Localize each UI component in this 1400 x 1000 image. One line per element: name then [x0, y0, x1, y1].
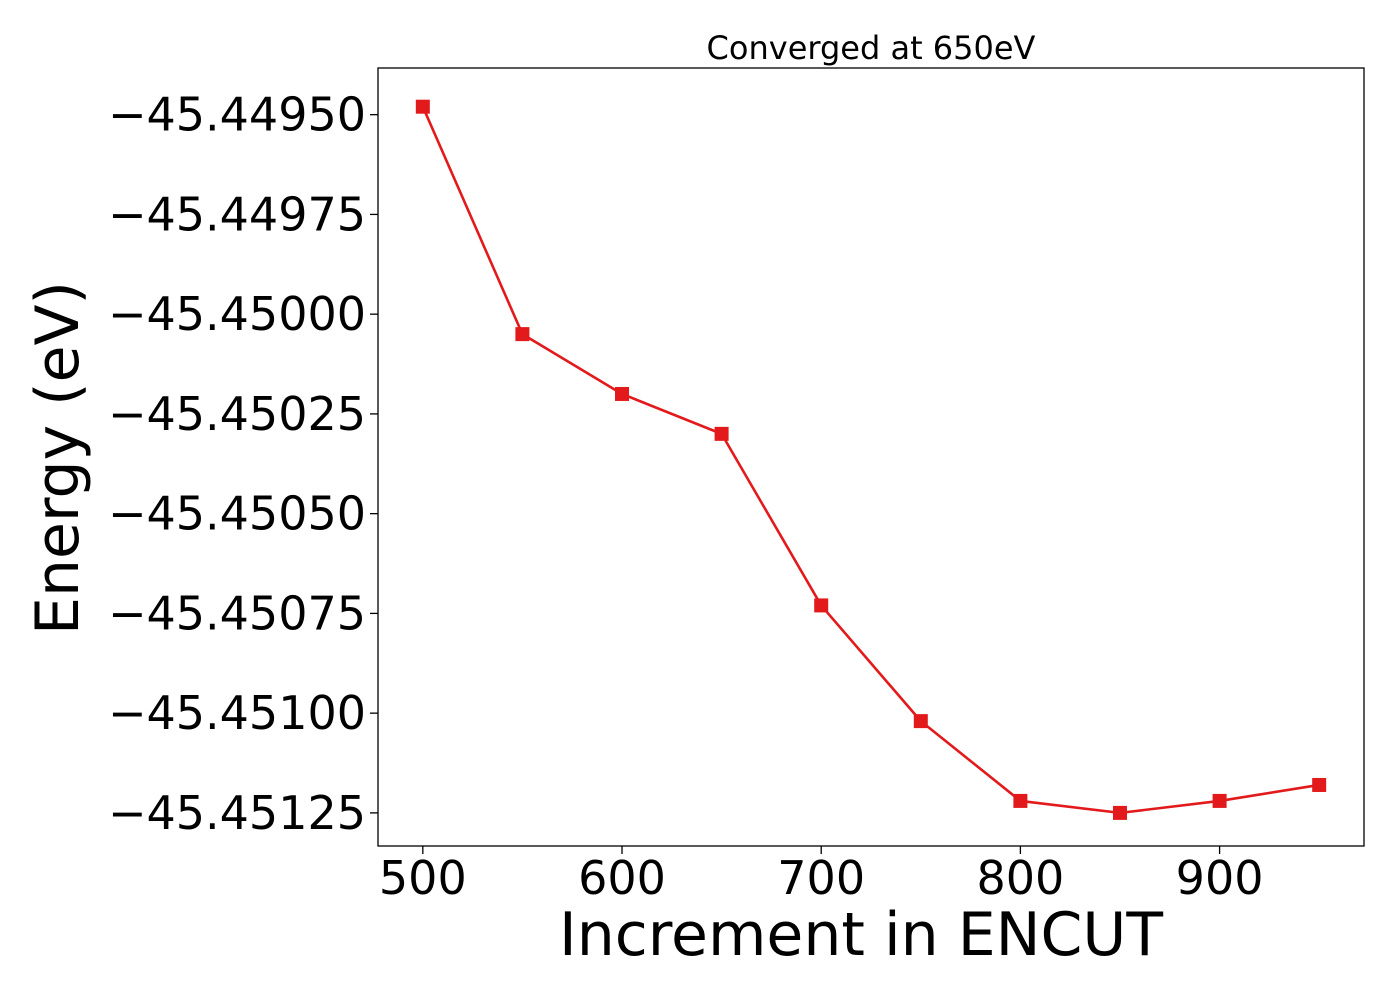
chart-title: Converged at 650eV [707, 29, 1036, 67]
y-tick-label: −45.44950 [108, 88, 366, 142]
y-tick-label: −45.45050 [108, 487, 366, 541]
x-axis-label: Increment in ENCUT [559, 900, 1163, 970]
data-point-marker [814, 598, 829, 613]
y-axis-label: Energy (eV) [23, 281, 93, 635]
x-tick-label: 600 [578, 851, 666, 905]
data-point-marker [515, 327, 530, 342]
series-layer [415, 99, 1327, 820]
x-tick-label: 700 [777, 851, 865, 905]
y-tick-label: −45.44975 [108, 187, 366, 241]
data-point-marker [1013, 793, 1028, 808]
data-point-marker [1212, 793, 1227, 808]
data-point-marker [415, 99, 430, 114]
x-tick-label: 500 [379, 851, 467, 905]
plot-area-frame [377, 67, 1365, 847]
data-point-marker [615, 386, 630, 401]
y-axis-ticks: −45.44950 −45.44975 −45.45000 −45.45025 −45.… [108, 88, 378, 840]
series-line [421, 106, 1320, 815]
data-point-marker [1112, 805, 1127, 820]
data-point-marker [1312, 777, 1327, 792]
x-tick-label: 900 [1176, 851, 1264, 905]
data-point-marker [714, 426, 729, 441]
y-tick-label: −45.45100 [108, 686, 366, 740]
y-tick-label: −45.45000 [108, 287, 366, 341]
y-tick-label: −45.45125 [108, 786, 366, 840]
y-tick-label: −45.45075 [108, 586, 366, 640]
y-tick-label: −45.45025 [108, 387, 366, 441]
data-point-marker [913, 714, 928, 729]
x-tick-label: 800 [976, 851, 1064, 905]
x-axis-ticks: 500 600 700 800 900 [379, 846, 1264, 905]
